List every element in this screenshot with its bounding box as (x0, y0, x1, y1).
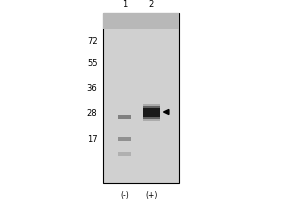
Bar (118, 152, 131, 156)
Bar (103, 13, 178, 183)
Text: 1: 1 (122, 0, 127, 9)
Bar (143, 106, 160, 118)
Polygon shape (164, 109, 169, 115)
Text: 2: 2 (149, 0, 154, 9)
Bar (118, 137, 131, 141)
Text: 55: 55 (87, 58, 98, 68)
Bar (103, 13, 178, 29)
Text: 36: 36 (87, 84, 98, 93)
Bar (143, 108, 160, 116)
Text: (-): (-) (120, 191, 129, 200)
Bar (143, 104, 160, 120)
Text: 17: 17 (87, 134, 98, 144)
Text: (+): (+) (145, 191, 158, 200)
Text: 28: 28 (87, 108, 98, 117)
Text: 72: 72 (87, 36, 98, 46)
Bar (118, 115, 131, 119)
